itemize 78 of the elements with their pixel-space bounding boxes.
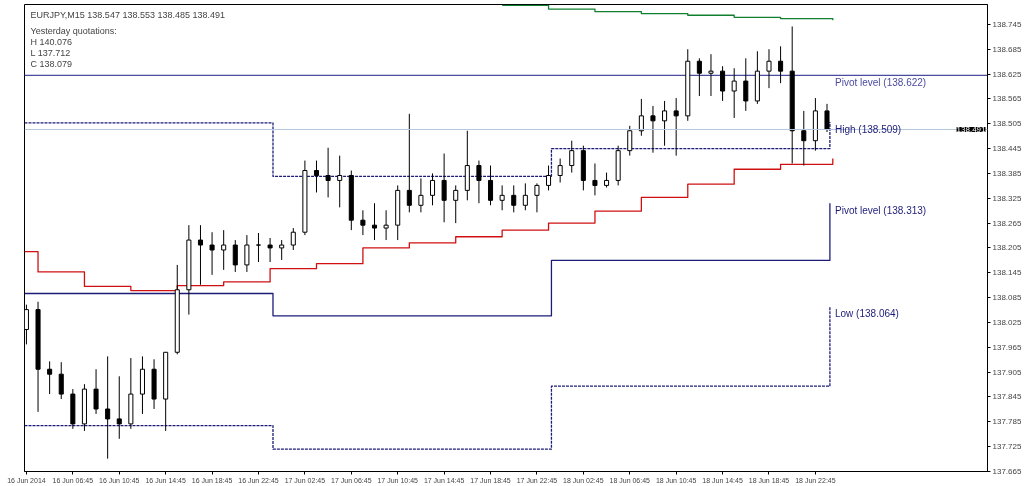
- y-tick-label: 138.265: [992, 218, 1022, 228]
- candlestick: [638, 98, 644, 137]
- series-label: Pivot level (138.622): [835, 77, 927, 89]
- annotation: L 137.712: [30, 47, 71, 58]
- candlestick: [232, 239, 238, 273]
- y-tick-label: 138.385: [992, 168, 1022, 178]
- y-tick-label: 138.025: [992, 317, 1022, 327]
- series-label: Pivot level (138.313): [835, 205, 927, 217]
- candlestick: [696, 57, 702, 97]
- candlestick: [824, 103, 830, 133]
- y-tick-label: 137.665: [992, 467, 1022, 476]
- candlestick: [116, 375, 122, 440]
- candlestick: [766, 48, 772, 89]
- candlestick: [290, 227, 296, 251]
- candlestick: [221, 229, 227, 271]
- candlestick: [650, 105, 656, 154]
- candlestick: [406, 113, 412, 213]
- candlestick: [522, 182, 528, 211]
- candlestick: [476, 160, 482, 204]
- candlestick: [313, 160, 320, 193]
- y-tick-label: 138.565: [992, 94, 1022, 104]
- y-tick-label: 138.505: [992, 119, 1022, 129]
- series-label: High (138.509): [835, 124, 902, 136]
- candlestick: [511, 184, 517, 213]
- y-tick-label: 138.145: [992, 268, 1022, 278]
- candlestick: [209, 231, 215, 276]
- candlestick: [569, 140, 575, 174]
- y-tick-label: 137.965: [992, 342, 1022, 352]
- candlestick: [708, 53, 714, 97]
- y-tick-label: 138.445: [992, 144, 1022, 154]
- series-label: Low (138.064): [835, 308, 899, 320]
- candlestick: [441, 153, 447, 223]
- candlestick: [662, 100, 668, 147]
- candlestick: [244, 234, 250, 273]
- annotation: C 138.079: [30, 58, 73, 69]
- candlestick: [267, 237, 273, 263]
- y-tick-label: 137.785: [992, 417, 1022, 427]
- candlestick: [453, 184, 459, 224]
- candlestick: [360, 209, 366, 236]
- candlestick: [743, 57, 749, 112]
- candlestick: [58, 361, 64, 400]
- candlestick: [418, 177, 424, 213]
- y-tick-label: 137.725: [992, 442, 1022, 452]
- y-tick-label: 138.325: [992, 193, 1022, 203]
- y-tick-label: 138.085: [992, 293, 1022, 303]
- candlestick: [557, 158, 563, 184]
- y-tick-label: 138.685: [992, 44, 1022, 54]
- candlestick: [325, 147, 331, 198]
- annotation: H 140.076: [30, 36, 73, 47]
- candlestick: [778, 45, 784, 84]
- candlestick: [488, 165, 494, 206]
- candlestick: [801, 110, 807, 167]
- candlestick: [673, 97, 679, 157]
- candlestick: [47, 360, 53, 395]
- candlestick: [499, 184, 505, 211]
- ref-line-label: 138.491: [956, 125, 987, 135]
- candlestick: [429, 172, 436, 206]
- y-tick-label: 138.205: [992, 243, 1022, 253]
- text: EURJPY,M15 138.547 138.553 138.485 138.491: [30, 9, 225, 20]
- annotation: Yesterday quotations:: [30, 25, 117, 36]
- candlestick: [255, 232, 262, 263]
- candlestick: [93, 368, 99, 415]
- candlestick: [371, 202, 378, 241]
- candlestick: [731, 67, 737, 119]
- candlestick: [627, 125, 633, 157]
- y-tick-label: 137.905: [992, 367, 1022, 377]
- candlestick: [383, 209, 389, 241]
- candlestick: [546, 165, 552, 191]
- y-tick-label: 138.625: [992, 69, 1022, 79]
- candlestick: [337, 155, 343, 208]
- candlestick: [592, 162, 598, 196]
- y-tick-label: 138.745: [992, 19, 1022, 29]
- candlestick: [534, 182, 540, 213]
- candlestick: [197, 224, 203, 286]
- candlestick: [105, 355, 111, 460]
- candlestick: [720, 65, 726, 102]
- candlestick: [279, 239, 285, 261]
- y-tick-label: 137.845: [992, 392, 1022, 402]
